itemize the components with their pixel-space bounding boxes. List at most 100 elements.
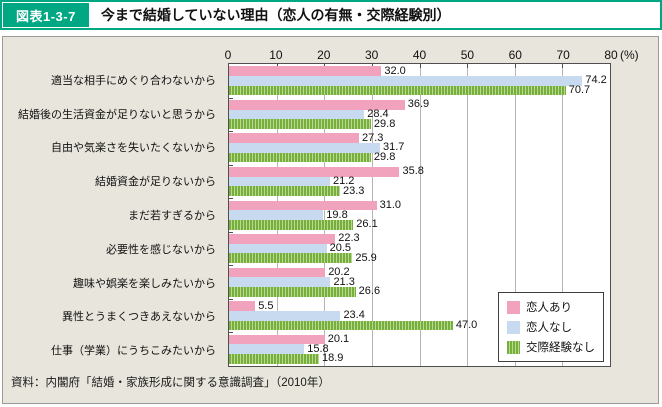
- bar-pink: [229, 234, 336, 244]
- bar-blue: [229, 344, 305, 355]
- category-label: 異性とうまくつきあえないから: [62, 311, 216, 324]
- value-label: 35.8: [402, 165, 424, 178]
- bar-pink: [229, 133, 360, 144]
- x-tick-mark: [467, 64, 469, 68]
- bar-blue: [229, 310, 341, 321]
- value-label: 27.3: [362, 131, 384, 144]
- x-tick-label: 40: [412, 48, 427, 62]
- bar-green-striped: [229, 152, 371, 163]
- x-axis: (%) 0 10 20 30 40 50 60 70 80: [225, 43, 639, 62]
- bar-row: 20.5: [229, 242, 610, 255]
- chart-panel: (%) 0 10 20 30 40 50 60 70 80 適当な相手にめぐり合わないから 結婚後…: [2, 36, 659, 404]
- value-label: 31.7: [382, 141, 405, 154]
- bar-group: 32.0 74.2 70.7: [229, 64, 610, 98]
- legend-swatch-bar-pink: [507, 300, 520, 314]
- category-label: 趣味や娯楽を楽しみたいから: [73, 277, 216, 290]
- value-label: 21.3: [333, 275, 355, 288]
- category-label: 自由や気楽さを失いたくないから: [51, 142, 216, 155]
- bar-row: 15.8: [229, 342, 610, 355]
- x-tick-mark: [371, 64, 373, 68]
- bar-pink: [229, 200, 377, 211]
- value-label: 21.2: [332, 174, 355, 187]
- bar-green-striped: [229, 253, 353, 264]
- x-tick-label: 20: [317, 48, 331, 62]
- value-label: 70.7: [568, 83, 591, 96]
- value-label: 19.8: [326, 208, 348, 221]
- value-label: 20.2: [328, 265, 350, 278]
- bar-row: 35.8: [229, 165, 610, 178]
- bar-row: 21.2: [229, 174, 610, 187]
- bar-green-striped: [229, 320, 453, 331]
- category-tick-mark: [229, 332, 233, 334]
- bar-group: 22.3 20.5 25.9: [229, 232, 610, 266]
- x-tick-label: 70: [556, 48, 570, 62]
- bar-green-striped: [229, 287, 356, 297]
- legend-label: 交際経験なし: [526, 342, 595, 354]
- category-label: 必要性を感じないから: [106, 243, 216, 256]
- legend-swatch-bar-green-striped: [507, 340, 520, 354]
- category-label: 結婚後の生活資金が足りないと思うから: [18, 108, 216, 121]
- value-label: 74.2: [585, 74, 607, 87]
- value-label: 25.9: [355, 251, 377, 264]
- category-tick-mark: [229, 198, 233, 200]
- legend-label: 恋人なし: [526, 322, 572, 334]
- value-label: 23.3: [342, 184, 365, 197]
- bar-row: 74.2: [229, 74, 610, 87]
- value-label: 29.8: [373, 151, 396, 164]
- bar-blue: [229, 210, 324, 220]
- x-tick-label: 80: [604, 48, 618, 62]
- bar-row: 18.9: [229, 352, 610, 365]
- legend-item: 恋人なし: [507, 319, 595, 335]
- category-tick-mark: [229, 265, 233, 267]
- bar-pink: [229, 301, 256, 311]
- category-tick-mark: [229, 97, 233, 99]
- bar-row: 31.0: [229, 198, 610, 211]
- bar-row: 26.6: [229, 285, 610, 298]
- x-tick-mark: [324, 64, 326, 68]
- bar-pink: [229, 267, 326, 278]
- bar-blue: [229, 243, 327, 254]
- gridline: [514, 64, 516, 366]
- x-tick-label: 50: [460, 48, 475, 62]
- value-label: 18.9: [322, 352, 344, 365]
- bar-pink: [229, 166, 400, 177]
- value-label: 28.4: [367, 107, 389, 120]
- bar-row: 29.8: [229, 118, 610, 129]
- value-label: 15.8: [307, 342, 329, 355]
- bar-row: 20.1: [229, 334, 610, 345]
- figure-number-chip: 図表1-3-7: [3, 3, 89, 27]
- value-label: 23.4: [343, 309, 365, 322]
- value-label: 31.0: [379, 198, 402, 211]
- plot-area: 32.0 74.2 70.7 36.9 28.4 29.8 27.3 31.7 29.8 35.8…: [228, 63, 611, 367]
- bar-row: 5.5: [229, 300, 610, 311]
- value-label: 26.6: [358, 285, 381, 298]
- bar-row: 23.4: [229, 309, 610, 322]
- bar-group: 35.8 21.2 23.3: [229, 165, 610, 199]
- x-tick-mark: [419, 64, 421, 68]
- bar-blue: [229, 176, 330, 187]
- category-tick-mark: [229, 131, 233, 133]
- value-label: 22.3: [338, 232, 360, 245]
- bar-row: 47.0: [229, 318, 610, 331]
- source-note: 資料：内閣府「結婚・家族形成に関する意識調査」（2010年）: [11, 377, 330, 389]
- legend-item: 交際経験なし: [507, 339, 595, 355]
- bar-green-striped: [229, 119, 371, 129]
- legend-label: 恋人あり: [526, 302, 572, 314]
- value-label: 20.5: [329, 242, 352, 255]
- bar-green-striped: [229, 354, 319, 364]
- bar-group: 31.0 19.8 26.1: [229, 198, 610, 232]
- bar-pink: [229, 99, 405, 110]
- category-label: 結婚資金が足りないから: [95, 176, 216, 189]
- bar-group: 36.9 28.4 29.8: [229, 98, 610, 132]
- bar-row: 23.3: [229, 184, 610, 197]
- value-label: 32.0: [384, 64, 406, 77]
- bar-green-striped: [229, 186, 340, 196]
- x-tick-label: 10: [269, 48, 283, 62]
- value-label: 47.0: [455, 318, 478, 331]
- bar-group: 20.2 21.3 26.6: [229, 265, 610, 299]
- bar-row: 32.0: [229, 64, 610, 77]
- bar-row: 28.4: [229, 107, 610, 120]
- bar-blue: [229, 109, 365, 120]
- category-labels-column: 適当な相手にめぐり合わないから 結婚後の生活資金が足りないと思うから 自由や気楽さを…: [3, 63, 223, 367]
- bar-pink: [229, 334, 325, 345]
